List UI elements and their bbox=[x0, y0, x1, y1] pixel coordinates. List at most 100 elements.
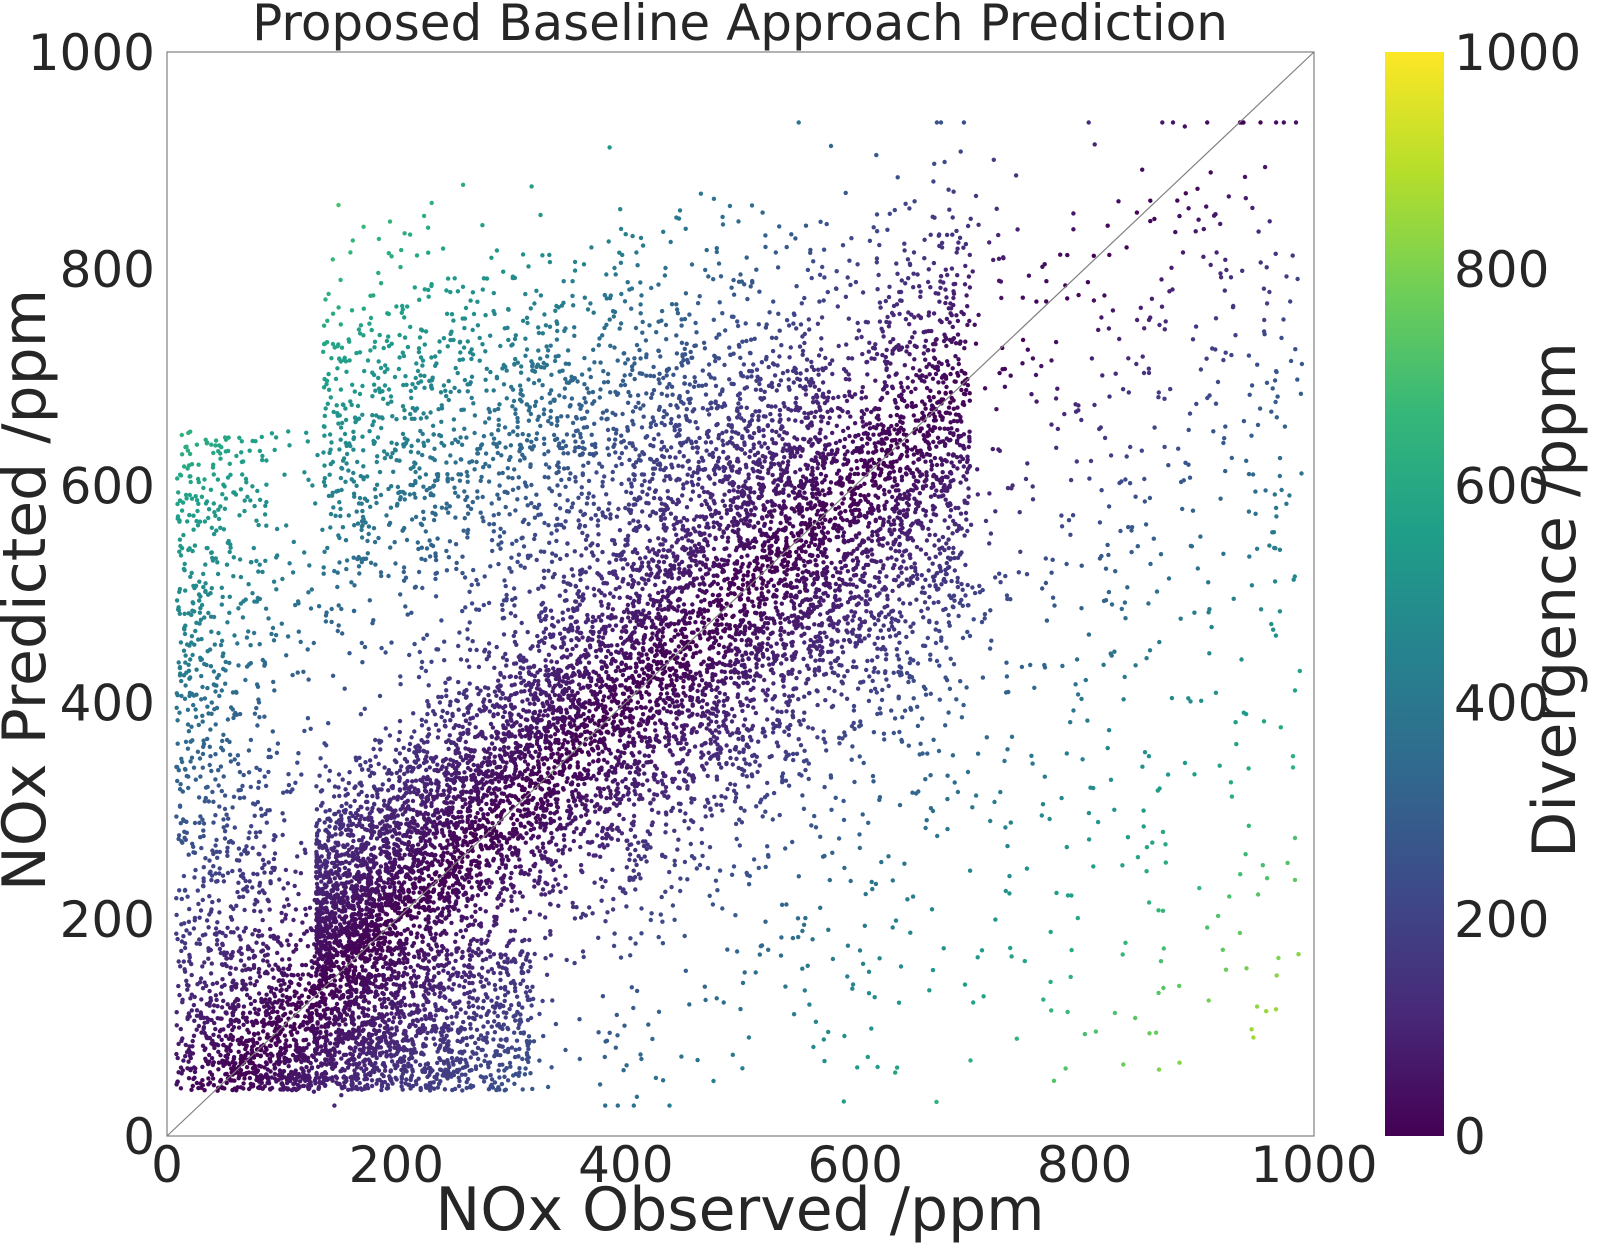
scatter-point bbox=[378, 492, 384, 498]
scatter-point bbox=[255, 488, 260, 494]
scatter-point bbox=[257, 497, 263, 502]
scatter-point bbox=[213, 513, 218, 518]
scatter-point bbox=[921, 615, 926, 620]
scatter-point bbox=[977, 583, 982, 589]
scatter-point bbox=[621, 1068, 626, 1073]
scatter-point bbox=[851, 708, 857, 713]
scatter-point bbox=[219, 688, 224, 693]
scatter-point bbox=[391, 469, 396, 474]
scatter-point bbox=[738, 1006, 743, 1012]
scatter-point bbox=[461, 1019, 466, 1025]
scatter-point bbox=[352, 583, 357, 588]
scatter-point bbox=[821, 1037, 826, 1042]
scatter-point bbox=[570, 420, 576, 426]
scatter-point bbox=[618, 955, 624, 960]
scatter-point bbox=[1048, 929, 1053, 935]
scatter-point bbox=[578, 509, 583, 514]
scatter-point bbox=[396, 366, 402, 372]
scatter-point bbox=[336, 603, 341, 608]
scatter-point bbox=[1043, 580, 1049, 586]
scatter-point bbox=[242, 508, 247, 514]
scatter-point bbox=[677, 208, 683, 213]
scatter-point bbox=[450, 1021, 455, 1026]
scatter-point bbox=[456, 1083, 462, 1089]
scatter-point bbox=[941, 607, 946, 613]
scatter-point bbox=[1121, 1062, 1126, 1067]
scatter-point bbox=[371, 419, 376, 424]
scatter-point bbox=[1293, 347, 1298, 352]
scatter-point bbox=[611, 896, 616, 902]
scatter-point bbox=[315, 452, 320, 458]
scatter-point bbox=[647, 479, 652, 484]
scatter-point bbox=[680, 464, 685, 469]
scatter-point bbox=[920, 716, 925, 721]
scatter-point bbox=[817, 272, 823, 277]
scatter-point bbox=[216, 898, 221, 903]
scatter-point bbox=[636, 519, 641, 524]
scatter-point bbox=[571, 303, 576, 308]
scatter-point bbox=[855, 686, 861, 691]
scatter-point bbox=[670, 465, 675, 470]
scatter-point bbox=[820, 854, 826, 859]
scatter-point bbox=[205, 685, 210, 691]
scatter-point bbox=[409, 735, 414, 740]
scatter-point bbox=[196, 501, 201, 506]
scatter-point bbox=[1257, 406, 1263, 411]
scatter-point bbox=[631, 518, 636, 523]
scatter-point bbox=[1271, 627, 1276, 632]
scatter-point bbox=[572, 960, 577, 966]
scatter-point bbox=[333, 832, 338, 837]
scatter-point bbox=[527, 988, 533, 994]
scatter-point bbox=[223, 668, 228, 673]
scatter-point bbox=[326, 493, 332, 499]
scatter-point bbox=[720, 808, 725, 813]
scatter-point bbox=[1299, 361, 1305, 367]
scatter-point bbox=[398, 682, 403, 687]
scatter-point bbox=[706, 274, 711, 279]
scatter-point bbox=[672, 428, 677, 433]
scatter-point bbox=[678, 876, 683, 881]
scatter-point bbox=[197, 937, 202, 942]
scatter-point bbox=[604, 272, 609, 277]
scatter-point bbox=[687, 419, 692, 424]
scatter-point bbox=[193, 707, 198, 712]
scatter-point bbox=[563, 1047, 568, 1053]
scatter-point bbox=[898, 289, 904, 295]
scatter-point bbox=[809, 275, 814, 281]
scatter-point bbox=[417, 1062, 423, 1068]
scatter-point bbox=[720, 906, 725, 911]
scatter-point bbox=[314, 833, 320, 838]
scatter-point bbox=[284, 523, 289, 528]
scatter-point bbox=[869, 1026, 874, 1031]
scatter-point bbox=[662, 422, 667, 428]
scatter-point bbox=[755, 769, 760, 775]
scatter-point bbox=[477, 446, 483, 451]
scatter-point bbox=[271, 579, 277, 584]
scatter-point bbox=[227, 752, 233, 757]
scatter-point bbox=[277, 877, 282, 882]
scatter-point bbox=[947, 207, 952, 212]
scatter-point bbox=[696, 459, 701, 465]
scatter-point bbox=[881, 644, 886, 650]
scatter-point bbox=[1071, 708, 1076, 713]
scatter-point bbox=[197, 941, 203, 947]
scatter-point bbox=[667, 869, 672, 875]
scatter-point bbox=[223, 681, 228, 686]
scatter-point bbox=[468, 1021, 473, 1027]
scatter-point bbox=[234, 903, 239, 908]
scatter-point bbox=[1298, 391, 1304, 396]
scatter-point bbox=[534, 436, 539, 442]
scatter-point bbox=[389, 484, 394, 489]
scatter-point bbox=[218, 456, 223, 461]
scatter-point bbox=[207, 762, 212, 768]
scatter-point bbox=[182, 627, 187, 632]
scatter-point bbox=[361, 448, 366, 453]
scatter-point bbox=[636, 400, 641, 405]
scatter-point bbox=[641, 843, 647, 849]
scatter-point bbox=[205, 545, 210, 551]
scatter-point bbox=[360, 660, 365, 665]
scatter-point bbox=[674, 366, 679, 371]
scatter-point bbox=[305, 716, 311, 721]
scatter-point bbox=[858, 680, 863, 685]
scatter-point bbox=[668, 239, 673, 245]
